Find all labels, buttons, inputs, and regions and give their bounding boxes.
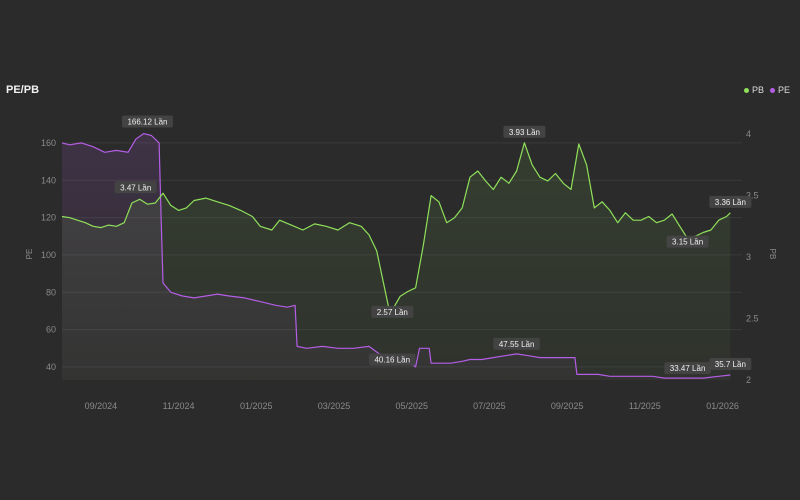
data-label-bg [503, 125, 546, 138]
data-label-bg [666, 235, 709, 248]
y-right-tick-label: 4 [746, 129, 751, 139]
series-area-pb [62, 142, 731, 380]
y-left-tick-label: 80 [46, 287, 56, 297]
y-right-tick-label: 3.5 [746, 191, 759, 201]
y-left-tick-label: 40 [46, 362, 56, 372]
legend-item-pb[interactable]: PB [743, 85, 764, 95]
data-label: 3.15 Lần [666, 235, 709, 248]
data-label: 2.57 Lần [371, 305, 414, 318]
data-label-text: 40.16 Lần [374, 356, 410, 365]
data-label-text: 166.12 Lần [127, 118, 167, 127]
data-label: 47.55 Lần [493, 337, 540, 350]
y-left-tick-label: 120 [41, 213, 56, 223]
data-label: 33.47 Lần [664, 362, 711, 375]
y-left-tick-label: 60 [46, 325, 56, 335]
y-left-tick-label: 140 [41, 175, 56, 185]
y-right-tick-label: 2 [746, 375, 751, 385]
data-label-bg [709, 195, 752, 208]
data-label-text: 3.93 Lần [509, 128, 540, 137]
series-line-pb [61, 142, 731, 311]
legend-item-pe[interactable]: PE [769, 85, 790, 95]
data-label-bg [121, 115, 173, 128]
y-right-tick-label: 2.5 [746, 314, 759, 324]
data-label: 3.93 Lần [503, 125, 546, 138]
data-label-bg [371, 305, 414, 318]
data-label: 35.7 Lần [709, 357, 752, 370]
data-label-text: 35.7 Lần [715, 360, 746, 369]
y-right-tick-label: 3 [746, 252, 751, 262]
data-label-bg [709, 357, 752, 370]
data-label-bg [664, 362, 711, 375]
legend-label-pb: PB [751, 85, 764, 95]
data-label-text: 3.36 Lần [715, 198, 746, 207]
y-left-axis-title: PE [25, 249, 34, 260]
data-label-text: 47.55 Lần [499, 340, 535, 349]
x-tick-label: 09/2024 [85, 401, 118, 411]
data-label: 3.36 Lần [709, 195, 752, 208]
data-label-bg [369, 353, 416, 366]
x-tick-label: 03/2025 [318, 401, 351, 411]
x-tick-label: 01/2025 [240, 401, 273, 411]
data-label-text: 2.57 Lần [377, 308, 408, 317]
x-tick-label: 07/2025 [473, 401, 506, 411]
legend-label-pe: PE [777, 85, 790, 95]
data-label: 166.12 Lần [121, 115, 173, 128]
y-left-tick-label: 100 [41, 250, 56, 260]
x-tick-label: 11/2024 [163, 401, 195, 411]
y-right-axis-title: PB [768, 249, 777, 260]
legend: PB PE [743, 85, 790, 95]
x-tick-label: 11/2025 [629, 401, 661, 411]
x-tick-label: 01/2026 [706, 401, 739, 411]
data-label-bg [114, 181, 157, 194]
data-label-text: 3.47 Lần [120, 183, 151, 192]
chart-title: PE/PB [6, 84, 40, 96]
data-label: 3.47 Lần [114, 181, 157, 194]
data-label: 40.16 Lần [369, 353, 416, 366]
x-tick-label: 09/2025 [551, 401, 584, 411]
data-label-text: 3.15 Lần [672, 238, 703, 247]
legend-dot-pe [769, 87, 775, 93]
y-left-tick-label: 160 [41, 138, 56, 148]
x-tick-label: 05/2025 [395, 401, 428, 411]
data-label-bg [493, 337, 540, 350]
legend-dot-pb [743, 87, 749, 93]
data-label-text: 33.47 Lần [670, 364, 706, 373]
